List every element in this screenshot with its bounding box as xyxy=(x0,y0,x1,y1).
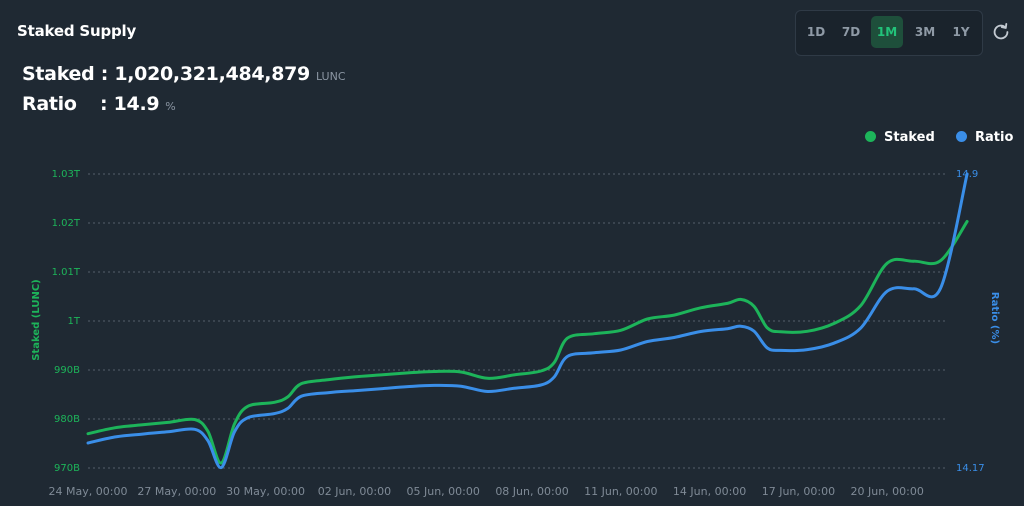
legend-staked-dot xyxy=(865,131,876,142)
left-axis-title: Staked (LUNC) xyxy=(31,279,42,361)
legend-staked-label: Staked xyxy=(884,130,935,145)
ratio-series-line xyxy=(86,172,969,470)
staked-value: 1,020,321,484,879 xyxy=(114,63,310,85)
left-tick-label: 1.01T xyxy=(52,267,81,278)
x-tick-label: 27 May, 00:00 xyxy=(137,485,216,498)
range-button-7d[interactable]: 7D xyxy=(841,25,861,39)
x-axis-ticks: 24 May, 00:00 27 May, 00:00 30 May, 00:00 0… xyxy=(49,485,924,498)
legend-ratio-label: Ratio xyxy=(975,130,1014,145)
right-axis-title: Ratio (%) xyxy=(989,292,1000,344)
staked-label: Staked : xyxy=(22,63,115,85)
x-tick-label: 14 Jun, 00:00 xyxy=(673,485,746,498)
x-tick-label: 17 Jun, 00:00 xyxy=(762,485,835,498)
time-range-selector: 1D 7D 1M 3M 1Y xyxy=(795,10,983,56)
left-tick-label: 990B xyxy=(54,365,80,376)
legend-staked[interactable]: Staked xyxy=(865,130,935,145)
left-tick-label: 980B xyxy=(54,414,80,425)
left-tick-label: 1.03T xyxy=(52,169,81,180)
x-tick-label: 08 Jun, 00:00 xyxy=(495,485,568,498)
range-button-1m[interactable]: 1M xyxy=(871,16,903,48)
range-button-1y[interactable]: 1Y xyxy=(952,25,970,39)
legend-ratio[interactable]: Ratio xyxy=(956,130,1013,145)
staked-unit: LUNC xyxy=(315,70,346,83)
range-button-3m[interactable]: 3M xyxy=(914,25,936,39)
ratio-label: Ratio xyxy=(22,93,77,115)
staked-series-line xyxy=(86,220,969,465)
chart-title: Staked Supply xyxy=(17,22,137,40)
x-tick-label: 11 Jun, 00:00 xyxy=(584,485,657,498)
ratio-unit: % xyxy=(165,100,176,113)
left-tick-label: 1T xyxy=(68,316,81,327)
range-button-1d[interactable]: 1D xyxy=(806,25,826,39)
left-tick-label: 970B xyxy=(54,463,80,474)
staked-summary: Staked : 1,020,321,484,879 LUNC xyxy=(22,63,346,85)
x-tick-label: 20 Jun, 00:00 xyxy=(851,485,924,498)
refresh-icon[interactable] xyxy=(990,21,1012,43)
legend-ratio-dot xyxy=(956,131,967,142)
grid-lines xyxy=(88,173,945,469)
x-tick-label: 05 Jun, 00:00 xyxy=(407,485,480,498)
ratio-value: : 14.9 xyxy=(100,93,160,115)
ratio-summary: Ratio : 14.9% xyxy=(22,93,176,115)
x-tick-label: 30 May, 00:00 xyxy=(226,485,305,498)
right-tick-label: 14.17 xyxy=(956,463,985,474)
left-tick-label: 1.02T xyxy=(52,218,81,229)
left-axis-ticks: 970B 980B 990B 1T 1.01T 1.02T 1.03T xyxy=(52,169,81,474)
x-tick-label: 24 May, 00:00 xyxy=(49,485,128,498)
x-tick-label: 02 Jun, 00:00 xyxy=(318,485,391,498)
